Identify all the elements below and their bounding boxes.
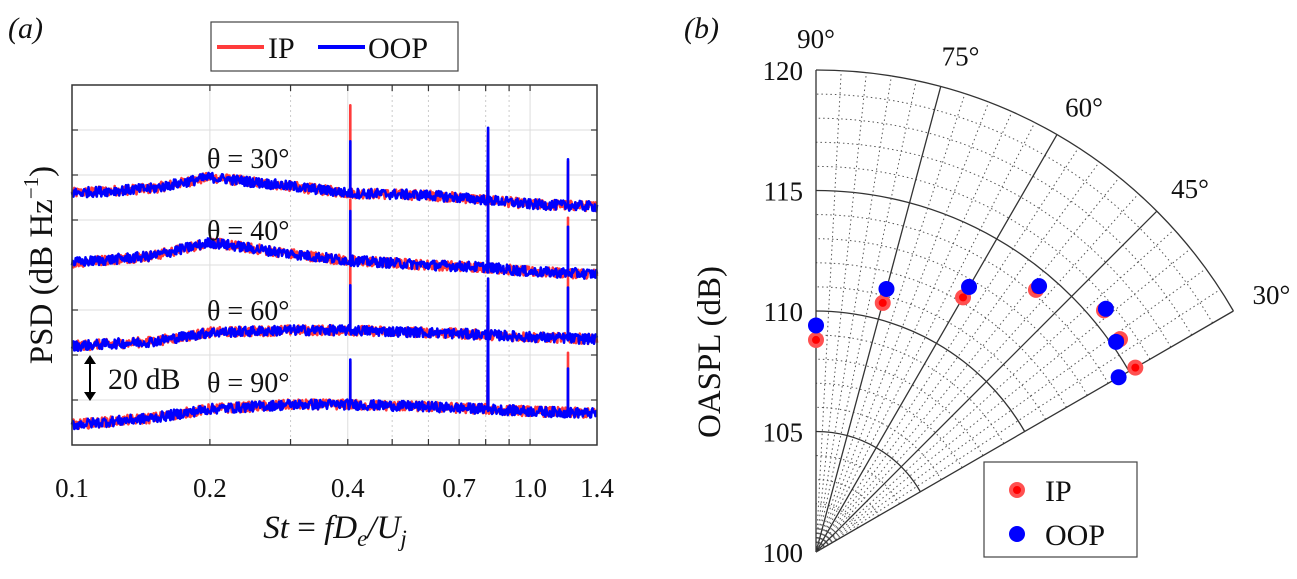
- legend-ip-label: IP: [1045, 475, 1072, 508]
- theta-tick-label: 90°: [797, 24, 835, 54]
- theta-major-gridline: [815, 310, 1234, 553]
- ip-point: [808, 331, 824, 348]
- theta-label: θ = 90°: [207, 368, 289, 399]
- oop-point: [1097, 300, 1114, 317]
- x-tick-label: 0.1: [55, 473, 89, 503]
- legend-oop-marker: [1009, 526, 1025, 542]
- legend-ip-marker: [1009, 482, 1025, 498]
- theta-minor-gridline: [815, 193, 1139, 553]
- psd-line-oop-2: [70, 277, 599, 352]
- x-tick-label: 0.2: [193, 473, 227, 503]
- theta-major-gridline: [815, 86, 942, 553]
- r-minor-gridline: [815, 286, 1047, 420]
- scale-bar-label: 20 dB: [108, 363, 181, 396]
- legend-oop-label: OOP: [368, 32, 428, 65]
- oop-point: [878, 280, 895, 297]
- r-minor-gridline: [815, 165, 1151, 360]
- psd-x-tick-labels: 0.1 0.2 0.4 0.7 1.0 1.4: [55, 473, 614, 503]
- ip-point: [1127, 359, 1144, 376]
- oaspl-axis-label: OASPL (dB): [692, 266, 728, 438]
- theta-tick-label: 45°: [1171, 174, 1209, 204]
- theta-minor-gridline: [815, 111, 1013, 553]
- theta-major-gridline: [815, 210, 1158, 553]
- panel-b-label: (b): [684, 12, 719, 45]
- polar-points: [808, 278, 1144, 386]
- psd-line-ip-0: [70, 104, 598, 213]
- r-tick-label: 100: [763, 538, 804, 568]
- r-minor-gridline: [815, 406, 942, 480]
- psd-x-axis-label: St = fDe/Uj: [263, 510, 406, 551]
- polar-legend-box: [983, 461, 1138, 558]
- r-minor-gridline: [815, 382, 963, 468]
- oop-point: [808, 317, 824, 334]
- r-minor-gridline: [815, 262, 1067, 408]
- theta-minor-gridline: [815, 161, 1100, 553]
- theta-tick-label: 30°: [1252, 280, 1290, 310]
- theta-minor-gridline: [815, 70, 842, 553]
- theta-minor-gridline: [815, 229, 1175, 553]
- x-tick-label: 0.4: [331, 473, 365, 503]
- oop-point: [1110, 369, 1127, 386]
- r-tick-label: 105: [763, 418, 804, 448]
- theta-label: θ = 60°: [207, 296, 289, 327]
- oop-point: [1031, 278, 1048, 295]
- r-tick-label: 115: [764, 177, 804, 207]
- r-tick-label: 110: [764, 297, 804, 327]
- psd-line-ip-1: [71, 196, 599, 280]
- theta-minor-gridline: [815, 101, 990, 553]
- psd-line-oop-3: [70, 288, 598, 431]
- polar-tick-labels: 100 105 110 115 120 30° 45° 60° 75° 90°: [763, 24, 1291, 568]
- legend-oop-label: OOP: [1045, 519, 1105, 552]
- theta-minor-gridline: [815, 177, 1120, 553]
- polar-legend: IP OOP: [983, 461, 1138, 558]
- theta-minor-gridline: [815, 289, 1221, 553]
- theta-minor-gridline: [815, 268, 1207, 553]
- r-tick-label: 120: [763, 56, 804, 86]
- panel-a-label: (a): [8, 12, 43, 45]
- legend-ip-label: IP: [268, 32, 295, 65]
- psd-line-oop-0: [70, 126, 599, 213]
- oop-point: [961, 278, 978, 295]
- theta-minor-gridline: [815, 93, 966, 553]
- oop-point: [1108, 333, 1125, 350]
- psd-legend: IP OOP: [210, 21, 459, 72]
- scale-bar-20db: 20 dB: [84, 355, 181, 401]
- theta-label: θ = 30°: [207, 144, 289, 175]
- theta-minor-gridline: [815, 147, 1079, 553]
- r-minor-gridline: [815, 503, 859, 529]
- psd-plot-frame: [71, 84, 598, 446]
- theta-minor-gridline: [815, 72, 867, 553]
- theta-minor-gridline: [815, 75, 892, 553]
- r-minor-gridline: [815, 238, 1088, 396]
- psd-y-axis-label: PSD (dB Hz−1): [19, 166, 60, 364]
- polar-grid: [815, 69, 1234, 553]
- r-minor-gridline: [815, 358, 984, 456]
- theta-label: θ = 40°: [207, 216, 289, 247]
- psd-line-oop-1: [70, 194, 599, 280]
- theta-tick-label: 75°: [942, 41, 980, 71]
- theta-minor-gridline: [815, 248, 1191, 553]
- theta-minor-gridline: [815, 122, 1036, 553]
- theta-tick-label: 60°: [1065, 93, 1103, 123]
- psd-curves: [70, 104, 599, 431]
- theta-major-gridline: [815, 134, 1058, 553]
- psd-curve-labels: θ = 30° θ = 40° θ = 60° θ = 90°: [207, 144, 289, 399]
- ip-point: [874, 294, 891, 311]
- x-tick-label: 1.4: [580, 473, 614, 503]
- x-tick-label: 0.7: [442, 473, 476, 503]
- r-minor-gridline: [815, 527, 838, 541]
- theta-minor-gridline: [815, 80, 917, 553]
- x-tick-label: 1.0: [513, 473, 547, 503]
